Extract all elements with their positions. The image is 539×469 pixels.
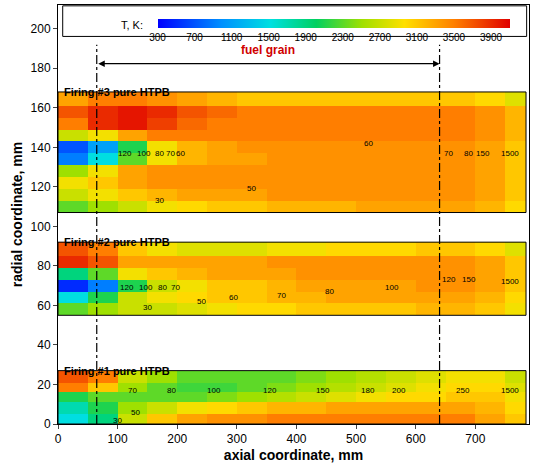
svg-text:100: 100 (31, 220, 51, 234)
svg-text:200: 200 (31, 22, 51, 36)
svg-text:120: 120 (31, 180, 51, 194)
svg-text:120: 120 (118, 149, 132, 158)
svg-text:180: 180 (361, 386, 375, 395)
svg-text:60: 60 (364, 139, 373, 148)
svg-text:70: 70 (444, 149, 453, 158)
svg-text:60: 60 (176, 149, 185, 158)
svg-text:radial coordinate, mm: radial coordinate, mm (9, 142, 25, 287)
svg-text:80: 80 (464, 149, 473, 158)
svg-text:1900: 1900 (295, 32, 318, 43)
svg-text:300: 300 (149, 32, 166, 43)
svg-text:70: 70 (128, 386, 137, 395)
svg-text:50: 50 (131, 408, 140, 417)
svg-text:axial coordinate, mm: axial coordinate, mm (224, 447, 363, 463)
svg-text:160: 160 (31, 101, 51, 115)
svg-text:700: 700 (465, 432, 485, 446)
svg-text:100: 100 (207, 386, 221, 395)
svg-text:40: 40 (37, 338, 51, 352)
svg-text:80: 80 (37, 259, 51, 273)
svg-text:80: 80 (167, 386, 176, 395)
svg-text:80: 80 (158, 283, 167, 292)
svg-text:70: 70 (277, 291, 286, 300)
svg-text:150: 150 (462, 275, 476, 284)
svg-text:300: 300 (227, 432, 247, 446)
svg-text:180: 180 (31, 61, 51, 75)
svg-text:50: 50 (247, 184, 256, 193)
svg-text:500: 500 (346, 432, 366, 446)
svg-text:1500: 1500 (258, 32, 281, 43)
svg-text:80: 80 (325, 287, 334, 296)
svg-text:Firing #3 pure HTPB: Firing #3 pure HTPB (64, 86, 170, 98)
svg-text:1500: 1500 (501, 277, 519, 286)
svg-text:100: 100 (385, 283, 399, 292)
svg-text:70: 70 (166, 149, 175, 158)
svg-text:Firing #1 pure HTPB: Firing #1 pure HTPB (64, 365, 170, 377)
svg-text:3500: 3500 (443, 32, 466, 43)
svg-text:250: 250 (456, 386, 470, 395)
svg-text:1100: 1100 (221, 32, 243, 43)
svg-text:200: 200 (392, 386, 406, 395)
svg-text:100: 100 (137, 149, 151, 158)
svg-text:80: 80 (155, 149, 164, 158)
svg-text:400: 400 (286, 432, 306, 446)
svg-text:Firing #2 pure HTPB: Firing #2 pure HTPB (64, 236, 170, 248)
svg-text:2700: 2700 (369, 32, 392, 43)
svg-text:0: 0 (55, 432, 62, 446)
svg-text:0: 0 (44, 417, 51, 431)
svg-text:100: 100 (139, 283, 153, 292)
svg-text:30: 30 (155, 196, 164, 205)
svg-text:1500: 1500 (501, 386, 519, 395)
svg-text:150: 150 (476, 149, 490, 158)
svg-text:50: 50 (197, 297, 206, 306)
svg-text:600: 600 (406, 432, 426, 446)
svg-text:120: 120 (442, 275, 456, 284)
svg-text:3900: 3900 (480, 32, 503, 43)
svg-text:100: 100 (108, 432, 128, 446)
svg-text:120: 120 (263, 386, 277, 395)
svg-text:140: 140 (31, 141, 51, 155)
svg-text:30: 30 (113, 416, 122, 425)
svg-text:T, K:: T, K: (121, 19, 143, 31)
svg-text:2300: 2300 (332, 32, 355, 43)
svg-text:30: 30 (143, 303, 152, 312)
svg-text:120: 120 (120, 283, 134, 292)
svg-text:3100: 3100 (406, 32, 429, 43)
svg-text:70: 70 (171, 283, 180, 292)
svg-text:fuel grain: fuel grain (241, 43, 295, 57)
svg-text:150: 150 (316, 386, 330, 395)
svg-text:1500: 1500 (501, 149, 519, 158)
svg-text:60: 60 (37, 299, 51, 313)
svg-text:200: 200 (167, 432, 187, 446)
svg-text:700: 700 (186, 32, 203, 43)
svg-text:20: 20 (37, 378, 51, 392)
svg-text:60: 60 (229, 293, 238, 302)
